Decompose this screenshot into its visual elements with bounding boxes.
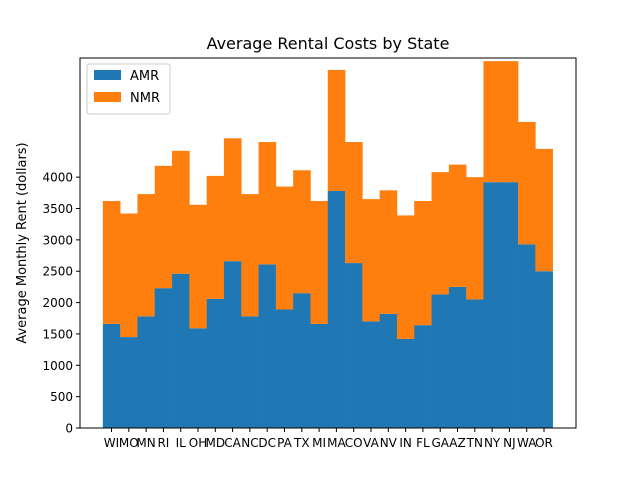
y-axis-label: Average Monthly Rent (dollars) bbox=[15, 142, 30, 343]
bar-nmr-nc bbox=[241, 194, 259, 317]
bar-nmr-ny bbox=[483, 61, 502, 183]
x-tick-label-nv: NV bbox=[380, 436, 398, 450]
y-tick-label-500: 500 bbox=[50, 390, 73, 404]
bar-amr-ma bbox=[327, 190, 346, 428]
x-tick-label-md: MD bbox=[206, 436, 226, 450]
bar-amr-co bbox=[345, 263, 363, 428]
bar-nmr-ga bbox=[431, 172, 450, 295]
y-tick-label-1000: 1000 bbox=[42, 359, 73, 373]
x-tick-label-nj: NJ bbox=[503, 436, 516, 450]
x-tick-label-tx: TX bbox=[293, 436, 310, 450]
bar-nmr-mo bbox=[120, 213, 138, 338]
bar-nmr-wi bbox=[102, 200, 121, 324]
bar-nmr-mn bbox=[137, 194, 156, 317]
x-tick-label-mn: MN bbox=[136, 436, 155, 450]
bar-nmr-nv bbox=[379, 190, 398, 314]
bar-amr-ga bbox=[431, 294, 450, 428]
x-tick-label-fl: FL bbox=[416, 436, 430, 450]
bar-nmr-nj bbox=[500, 61, 519, 183]
bar-nmr-wa bbox=[518, 121, 536, 245]
bar-amr-ri bbox=[154, 288, 173, 428]
bar-amr-wi bbox=[102, 323, 121, 428]
x-tick-label-dc: DC bbox=[258, 436, 276, 450]
bar-nmr-md bbox=[206, 175, 225, 299]
y-axis: 0 500 1000 1500 2000 2500 3000 3500 4000 bbox=[42, 171, 80, 436]
bar-amr-mn bbox=[137, 316, 156, 428]
bar-amr-mi bbox=[310, 323, 329, 428]
x-tick-label-il: IL bbox=[176, 436, 187, 450]
bar-nmr-dc bbox=[258, 142, 277, 265]
bar-amr-nc bbox=[241, 316, 259, 428]
bar-nmr-co bbox=[345, 142, 363, 264]
x-tick-label-mo: MO bbox=[119, 436, 139, 450]
bar-amr-fl bbox=[414, 325, 432, 428]
bar-nmr-or bbox=[535, 148, 553, 272]
bar-nmr-oh bbox=[189, 204, 207, 329]
y-tick-label-0: 0 bbox=[65, 422, 73, 436]
x-tick-label-ca: CA bbox=[224, 436, 241, 450]
bar-nmr-il bbox=[172, 150, 190, 274]
bar-amr-ny bbox=[483, 182, 502, 428]
bar-nmr-tn bbox=[466, 177, 484, 300]
bar-nmr-pa bbox=[275, 186, 294, 310]
x-tick-label-or: OR bbox=[535, 436, 553, 450]
x-tick-label-tn: TN bbox=[466, 436, 483, 450]
bar-amr-tn bbox=[466, 299, 484, 428]
x-tick-label-co: CO bbox=[345, 436, 363, 450]
x-tick-label-pa: PA bbox=[277, 436, 292, 450]
bar-amr-or bbox=[535, 271, 553, 428]
bar-amr-va bbox=[362, 321, 380, 428]
bar-amr-md bbox=[206, 298, 225, 428]
x-tick-label-ma: MA bbox=[327, 436, 346, 450]
plot-frame bbox=[79, 57, 577, 429]
bar-nmr-va bbox=[362, 199, 380, 322]
x-tick-label-mi: MI bbox=[312, 436, 326, 450]
x-tick-label-wa: WA bbox=[517, 436, 537, 450]
y-tick-label-4000: 4000 bbox=[42, 171, 73, 185]
y-tick-label-2000: 2000 bbox=[42, 296, 73, 310]
bars-group bbox=[102, 61, 553, 428]
bar-amr-oh bbox=[189, 328, 207, 428]
legend-label-amr: AMR bbox=[130, 69, 159, 84]
x-tick-label-oh: OH bbox=[189, 436, 207, 450]
x-tick-label-ny: NY bbox=[484, 436, 501, 450]
bar-nmr-in bbox=[396, 215, 415, 339]
bar-amr-mo bbox=[120, 337, 138, 428]
y-tick-label-2500: 2500 bbox=[42, 265, 73, 279]
y-tick-label-3500: 3500 bbox=[42, 202, 73, 216]
bar-amr-il bbox=[172, 273, 190, 428]
bar-amr-ca bbox=[223, 261, 242, 428]
bar-amr-dc bbox=[258, 264, 277, 428]
x-tick-label-az: AZ bbox=[449, 436, 465, 450]
x-tick-label-ri: RI bbox=[157, 436, 169, 450]
x-tick-label-ga: GA bbox=[431, 436, 449, 450]
legend-swatch-nmr bbox=[94, 92, 121, 102]
bar-nmr-mi bbox=[310, 200, 329, 324]
bar-amr-tx bbox=[293, 293, 311, 428]
bar-amr-nj bbox=[500, 182, 519, 428]
bar-amr-az bbox=[448, 286, 467, 428]
bar-nmr-az bbox=[448, 164, 467, 287]
y-tick-label-3000: 3000 bbox=[42, 233, 73, 247]
legend: AMR NMR bbox=[86, 63, 171, 115]
bar-nmr-ca bbox=[223, 138, 242, 262]
x-tick-label-nc: NC bbox=[241, 436, 258, 450]
bar-nmr-ma bbox=[327, 69, 346, 191]
x-tick-label-in: IN bbox=[399, 436, 412, 450]
y-tick-label-1500: 1500 bbox=[42, 327, 73, 341]
bar-nmr-fl bbox=[414, 200, 432, 326]
x-tick-label-va: VA bbox=[363, 436, 379, 450]
bar-nmr-tx bbox=[293, 170, 311, 294]
bar-nmr-ri bbox=[154, 165, 173, 289]
legend-swatch-amr bbox=[94, 70, 121, 80]
bar-amr-in bbox=[396, 338, 415, 428]
legend-label-nmr: NMR bbox=[130, 91, 160, 106]
bar-amr-pa bbox=[275, 309, 294, 428]
x-tick-label-wi: WI bbox=[104, 436, 119, 450]
chart-title: Average Rental Costs by State bbox=[207, 34, 450, 53]
bar-amr-wa bbox=[518, 244, 536, 428]
bar-amr-nv bbox=[379, 313, 398, 428]
